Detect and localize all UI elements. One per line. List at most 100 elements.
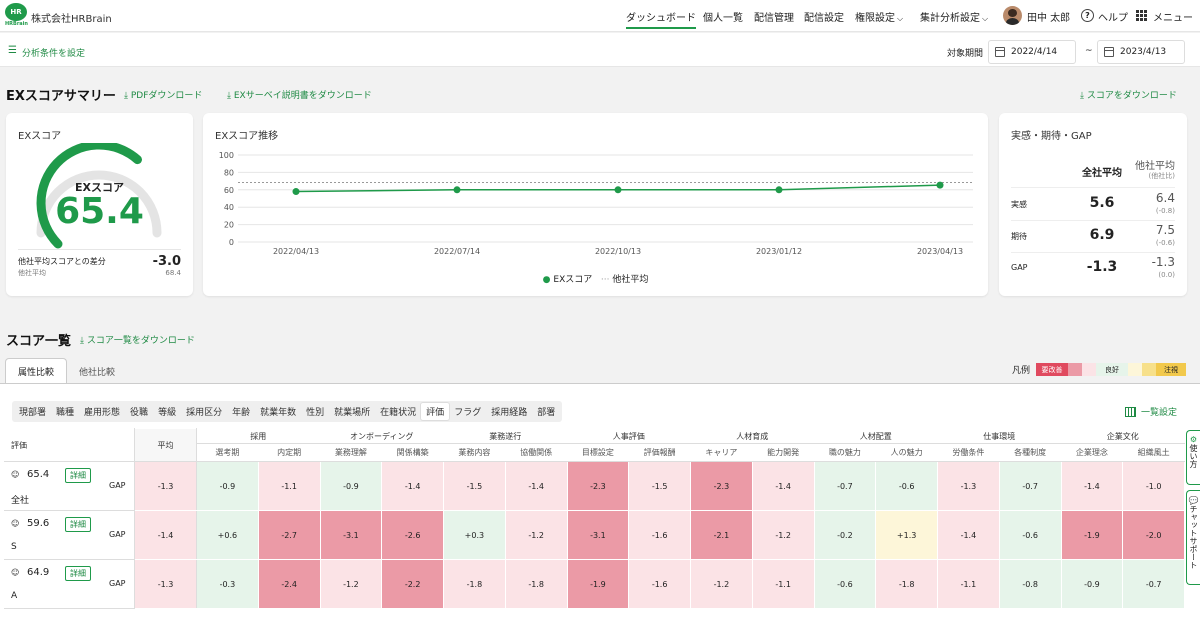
nav-permission-settings[interactable]: 権限設定 ⌵ [855, 9, 903, 24]
guide-side-tab[interactable]: ⚙ 使い方 [1186, 430, 1200, 485]
score-cell: -1.0 [1122, 461, 1185, 511]
score-cell: -2.4 [257, 559, 321, 609]
score-cell: -1.4 [381, 461, 444, 511]
ex-score-point [775, 186, 783, 194]
ex-score-card-title: EXスコア [18, 131, 62, 142]
attribute-chip[interactable]: 性別 [306, 408, 325, 418]
attribute-chip[interactable]: 採用経路 [491, 408, 528, 418]
nav-delivery-settings[interactable]: 配信設定 [804, 13, 844, 24]
attribute-chip[interactable]: 等級 [158, 408, 177, 418]
detail-button[interactable]: 詳細 [65, 468, 91, 483]
trend-legend: ● EXスコア ··· 他社平均 [203, 272, 988, 285]
table-settings-icon [1125, 406, 1136, 417]
nav-dashboard[interactable]: ダッシュボード [626, 9, 696, 29]
x-tick-label: 2023/04/13 [917, 247, 963, 256]
attribute-chip[interactable]: 部署 [537, 408, 556, 418]
reality-label: 実感 [1011, 200, 1027, 209]
attribute-chip[interactable]: 評価 [421, 403, 450, 420]
tab-attribute-comparison[interactable]: 属性比較 [5, 358, 68, 384]
reality-diff: (-0.8) [1155, 207, 1175, 215]
nav-permission-label: 権限設定 [855, 13, 895, 24]
diff-value: -3.0 [152, 254, 181, 269]
attribute-chips: 現部署 職種 雇用形態 役職 等級 採用区分 年齢 就業年数 性別 就業場所 在籍状況 評価 フラグ 採用… [12, 401, 563, 422]
nav-analysis-label: 集計分析設定 [920, 13, 980, 24]
menu-link[interactable]: メニュー [1153, 13, 1193, 24]
tab-other-company-comparison[interactable]: 他社比較 [79, 367, 116, 378]
chat-icon: 💬 [1189, 495, 1198, 505]
legend-warn: 注視 [1156, 363, 1187, 376]
detail-button[interactable]: 詳細 [65, 517, 91, 532]
menu-grid-icon[interactable] [1136, 10, 1147, 21]
score-download-link[interactable]: ⤓ スコアをダウンロード [1080, 88, 1177, 101]
column-header: 組織風土 [1122, 443, 1185, 462]
filter-icon[interactable]: ☰ [8, 45, 17, 56]
score-cell: -1.1 [257, 461, 321, 511]
summary-title: EXスコアサマリー [6, 89, 116, 104]
attribute-chip[interactable]: 現部署 [19, 408, 47, 418]
column-header: 評価報酬 [628, 443, 691, 462]
attribute-chip[interactable]: 採用区分 [186, 408, 223, 418]
y-tick-label: 40 [224, 203, 234, 212]
attribute-chip[interactable]: 役職 [130, 408, 149, 418]
score-list-title: スコア一覧 [6, 334, 72, 349]
ex-score-card: EXスコア EXスコア 65.4 他社平均スコアとの差分 他社平均 -3.0 6… [6, 113, 193, 296]
y-tick-label: 0 [229, 238, 234, 247]
column-group-header: 仕事環境 [937, 428, 1062, 444]
nav-people[interactable]: 個人一覧 [703, 13, 743, 24]
score-cell: -1.2 [690, 559, 753, 609]
attribute-chip[interactable]: 就業年数 [260, 408, 297, 418]
pdf-download-link[interactable]: ⤓ PDFダウンロード [124, 88, 202, 101]
help-icon[interactable]: ? [1081, 9, 1094, 22]
user-avatar[interactable] [1003, 6, 1022, 25]
detail-button[interactable]: 詳細 [65, 566, 91, 581]
smile-icon: ☺ [11, 568, 20, 577]
column-header: 選考期 [196, 443, 259, 462]
ex-score-value: 65.4 [55, 191, 144, 232]
list-settings-label: 一覧設定 [1141, 408, 1178, 418]
legend-swatch [1128, 363, 1143, 376]
attribute-chip[interactable]: 雇用形態 [84, 408, 121, 418]
user-name[interactable]: 田中 太郎 [1027, 13, 1071, 24]
avg-cell: -1.3 [134, 461, 197, 511]
gap-other: -1.3 [1151, 255, 1175, 269]
list-settings-link[interactable]: 一覧設定 [1125, 405, 1177, 418]
chat-support-side-tab[interactable]: 💬 チャットサポート [1186, 490, 1200, 585]
score-list-download-link[interactable]: ⤓ スコア一覧をダウンロード [80, 333, 195, 346]
calendar-icon [1104, 47, 1114, 57]
score-cell: -1.6 [628, 510, 691, 560]
legend-swatch [1082, 363, 1097, 376]
start-date-value: 2022/4/14 [1011, 47, 1058, 57]
attribute-chip[interactable]: 在籍状況 [380, 408, 417, 418]
score-cell: -1.8 [875, 559, 938, 609]
ex-score-point [614, 186, 622, 194]
start-date-input[interactable]: 2022/4/14 [988, 40, 1076, 64]
end-date-input[interactable]: 2023/4/13 [1097, 40, 1185, 64]
attribute-chip[interactable]: 就業場所 [334, 408, 371, 418]
manual-download-link[interactable]: ⤓ EXサーベイ説明書をダウンロード [227, 88, 372, 101]
x-tick-label: 2023/01/12 [756, 247, 802, 256]
calendar-icon [995, 47, 1005, 57]
filter-settings-link[interactable]: 分析条件を設定 [22, 49, 86, 59]
score-cell: -0.6 [875, 461, 938, 511]
score-cell: -1.8 [443, 559, 506, 609]
company-name: 株式会社HRBrain [31, 14, 112, 25]
score-cell: -2.2 [381, 559, 444, 609]
nav-analysis-settings[interactable]: 集計分析設定 ⌵ [920, 9, 988, 24]
legend-avg: 他社平均 [612, 275, 649, 285]
attribute-chip[interactable]: フラグ [454, 408, 482, 418]
help-link[interactable]: ヘルプ [1098, 13, 1128, 24]
reality-value: 5.6 [1089, 195, 1115, 211]
score-cell: -2.3 [690, 461, 753, 511]
nav-delivery-management[interactable]: 配信管理 [754, 13, 794, 24]
column-header-first: 評価 [4, 428, 135, 462]
score-cell: -0.8 [998, 559, 1062, 609]
hrbrain-logo[interactable]: HR HRBrain [5, 3, 28, 29]
top-bar: HR HRBrain 株式会社HRBrain ダッシュボード 個人一覧 配信管理… [0, 0, 1200, 32]
attribute-chip[interactable]: 年齢 [232, 408, 251, 418]
table-row: ☺ 59.6 詳細 S GAP -1.4 +0.6 -2.7 -3.1 -2.6 +0.3 -1.2-… [4, 510, 1185, 560]
attribute-chip[interactable]: 職種 [56, 408, 75, 418]
y-tick-label: 100 [219, 151, 234, 160]
score-cell: -2.3 [566, 461, 630, 511]
score-cell: -1.4 [937, 510, 1000, 560]
row-name: S [11, 542, 17, 552]
